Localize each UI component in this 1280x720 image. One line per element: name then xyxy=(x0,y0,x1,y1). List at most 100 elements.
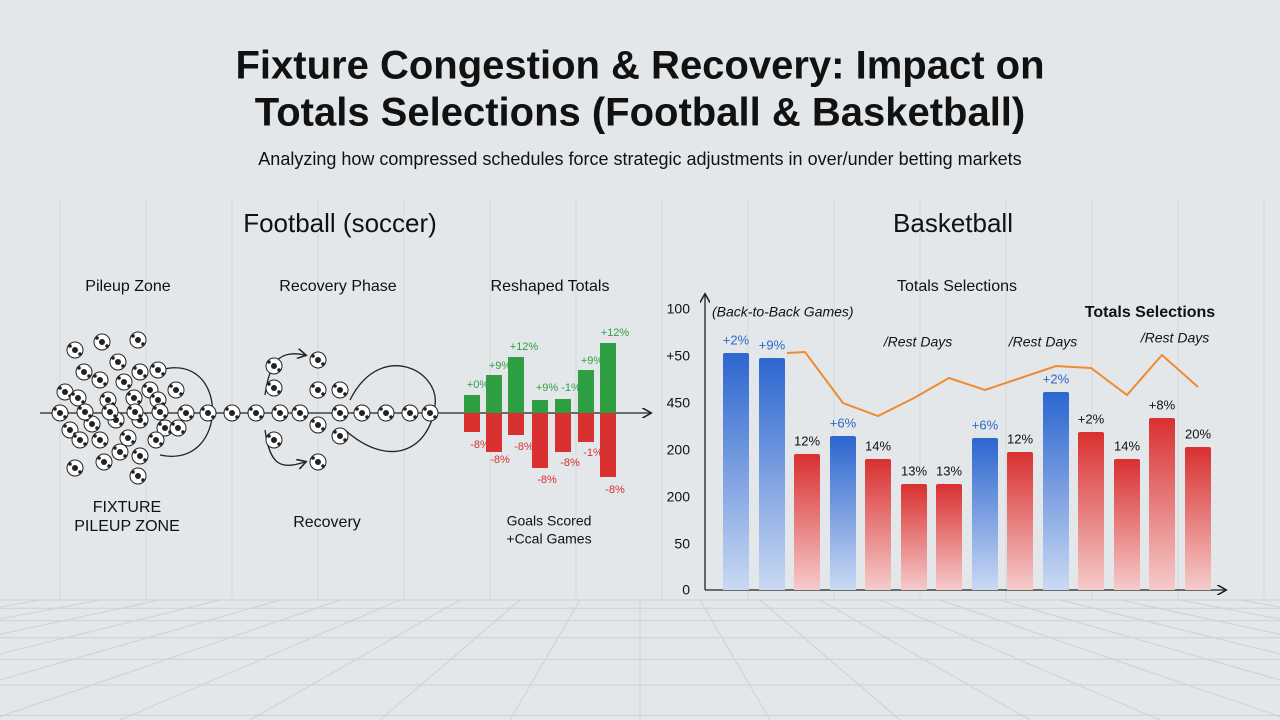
ball-patch xyxy=(343,438,347,442)
ball-patch xyxy=(68,462,72,466)
loss-bar xyxy=(555,413,571,452)
floor-line xyxy=(879,599,1161,720)
ball-patch xyxy=(107,409,113,415)
ball-patch xyxy=(157,409,163,415)
ball-patch xyxy=(277,410,283,416)
ball-patch xyxy=(131,470,135,474)
ball-patch xyxy=(113,414,117,418)
ball-patch xyxy=(359,410,365,416)
ball-patch xyxy=(72,347,78,353)
floor-line xyxy=(0,599,221,655)
floor-line xyxy=(509,599,581,720)
ball-patch xyxy=(159,442,163,446)
ball-patch xyxy=(121,379,127,385)
ball-patch xyxy=(121,364,125,368)
ball-patch xyxy=(97,456,101,460)
bar-label: +2% xyxy=(723,332,750,347)
ball-patch xyxy=(433,415,437,419)
bar-fade xyxy=(1149,418,1175,590)
ball-patch xyxy=(315,387,321,393)
ball-patch xyxy=(151,394,155,398)
ball-patch xyxy=(155,397,161,403)
ball-patch xyxy=(201,407,205,411)
bar-label: +6% xyxy=(972,417,999,432)
ball-patch xyxy=(169,384,173,388)
ball-patch xyxy=(171,422,175,426)
panel-label: Recovery Phase xyxy=(279,278,396,295)
ball-patch xyxy=(77,366,81,370)
bar-label: 14% xyxy=(1114,438,1140,453)
bar-fade xyxy=(723,353,749,590)
ball-patch xyxy=(333,407,337,411)
axis-label: 200 xyxy=(667,442,691,458)
caption: Recovery xyxy=(293,514,361,531)
ball-patch xyxy=(423,407,427,411)
gain-bar xyxy=(464,395,480,413)
ball-patch xyxy=(132,409,138,415)
gain-label: +9% xyxy=(489,360,512,372)
bar-fade xyxy=(1043,392,1069,590)
annotation: /Rest Days xyxy=(1140,330,1209,346)
ball-patch xyxy=(155,367,161,373)
ball-patch xyxy=(99,339,105,345)
ball-patch xyxy=(163,414,167,418)
ball-patch xyxy=(63,415,67,419)
ball-patch xyxy=(97,377,103,383)
ball-patch xyxy=(131,334,135,338)
floor-line xyxy=(999,599,1280,681)
loss-bar xyxy=(508,413,524,435)
ball-patch xyxy=(153,406,157,410)
loss-label: -8% xyxy=(490,454,510,466)
ball-patch xyxy=(407,410,413,416)
ball-patch xyxy=(97,437,103,443)
ball-patch xyxy=(131,395,137,401)
ball-patch xyxy=(101,459,107,465)
panel-label: Pileup Zone xyxy=(85,278,170,295)
ball-patch xyxy=(133,366,137,370)
chart-title: Totals Selections xyxy=(897,278,1017,295)
ball-patch xyxy=(271,363,277,369)
annotation: (Back-to-Back Games) xyxy=(712,304,854,320)
ball-patch xyxy=(95,336,99,340)
ball-patch xyxy=(81,400,85,404)
ball-patch xyxy=(315,357,321,363)
bar-label: 12% xyxy=(794,433,820,448)
ball-patch xyxy=(78,352,82,356)
ball-patch xyxy=(271,385,277,391)
ball-patch xyxy=(71,392,75,396)
ball-patch xyxy=(135,337,141,343)
section-title: Basketball xyxy=(893,208,1013,238)
ball-patch xyxy=(121,432,125,436)
floor-line xyxy=(819,599,1031,720)
ball-patch xyxy=(82,409,88,415)
bar-label: 13% xyxy=(901,463,927,478)
ball-patch xyxy=(277,390,281,394)
ball-patch xyxy=(72,465,78,471)
ball-patch xyxy=(259,415,263,419)
ball-patch xyxy=(127,384,131,388)
ball-patch xyxy=(267,382,271,386)
ball-patch xyxy=(189,415,193,419)
ball-patch xyxy=(271,437,277,443)
ball-patch xyxy=(81,369,87,375)
ball-patch xyxy=(117,376,121,380)
ball-patch xyxy=(143,374,147,378)
ball-patch xyxy=(149,434,153,438)
loss-bar xyxy=(578,413,594,442)
ball-patch xyxy=(311,384,315,388)
ball-patch xyxy=(321,362,325,366)
bar-fade xyxy=(1078,432,1104,590)
ball-patch xyxy=(427,410,433,416)
ball-patch xyxy=(53,407,57,411)
ball-patch xyxy=(343,415,347,419)
ball-patch xyxy=(379,407,383,411)
ball-patch xyxy=(337,410,343,416)
loss-bar xyxy=(600,413,616,477)
bar-fade xyxy=(901,484,927,590)
ball-patch xyxy=(315,459,321,465)
ball-patch xyxy=(141,478,145,482)
bar-label: +6% xyxy=(830,415,857,430)
bar-fade xyxy=(1185,447,1211,590)
ball-patch xyxy=(277,368,281,372)
